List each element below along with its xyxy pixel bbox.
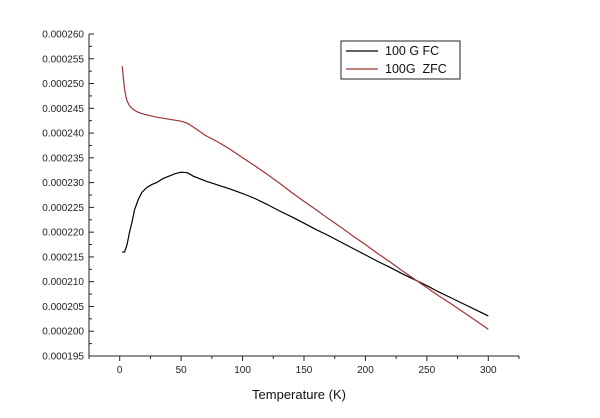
x-tick-label: 50: [176, 365, 188, 376]
y-tick-label: 0.000230: [42, 178, 84, 189]
x-tick-label: 250: [419, 365, 436, 376]
y-tick-label: 0.000250: [42, 79, 84, 90]
legend-label-zfc: 100G ZFC: [385, 62, 447, 76]
x-tick-label: 150: [296, 365, 313, 376]
x-tick-label: 300: [480, 365, 497, 376]
y-tick-label: 0.000195: [42, 352, 84, 363]
y-tick-label: 0.000255: [42, 54, 84, 65]
x-axis: 0 50 100 150 200 250 300: [88, 355, 520, 376]
series-layer: [121, 66, 489, 330]
y-tick-label: 0.000205: [42, 302, 84, 313]
legend-label-fc: 100 G FC: [385, 44, 439, 58]
legend: 100 G FC 100G ZFC: [340, 40, 461, 80]
y-tick-label: 0.000200: [42, 327, 84, 338]
legend-box: [340, 40, 461, 80]
series-line-fc: [122, 171, 489, 317]
x-tick-label: 0: [117, 365, 123, 376]
y-axis: 0.000195 0.000200 0.000205 0.000210 0.000215…: [42, 30, 94, 363]
y-tick-label: 0.000210: [42, 277, 84, 288]
y-tick-label: 0.000225: [42, 203, 84, 214]
y-tick-label: 0.000240: [42, 129, 84, 140]
series-line-zfc: [121, 66, 489, 330]
y-tick-label: 0.000260: [42, 30, 84, 41]
y-tick-label: 0.000215: [42, 252, 84, 263]
x-tick-label: 100: [234, 365, 251, 376]
x-axis-title: Temperature (K): [252, 387, 346, 402]
y-tick-label: 0.000220: [42, 228, 84, 239]
y-tick-label: 0.000245: [42, 104, 84, 115]
y-tick-label: 0.000235: [42, 153, 84, 164]
x-tick-label: 200: [357, 365, 374, 376]
